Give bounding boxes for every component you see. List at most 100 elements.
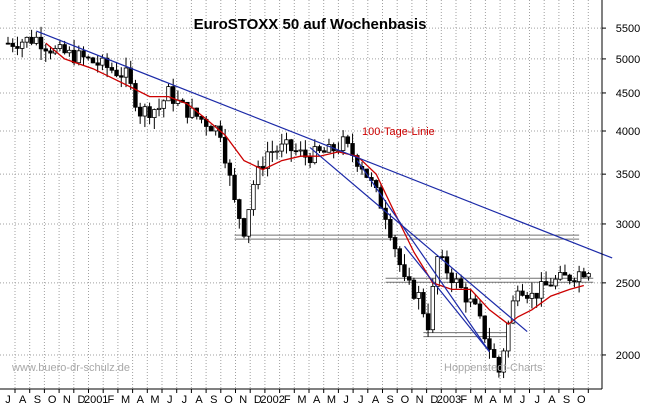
price-tick-label: 4000 (616, 126, 640, 138)
candle-body (237, 199, 242, 219)
candle-body (350, 143, 355, 156)
candle-body (534, 292, 539, 299)
candle-body (322, 150, 327, 153)
time-tick-label: D (430, 394, 438, 406)
candle-body (468, 298, 473, 303)
candle-body (576, 271, 582, 283)
candle-body (199, 115, 204, 120)
candle-body (166, 86, 171, 102)
candle-body (284, 139, 289, 145)
candle-body (104, 57, 110, 68)
candle-body (137, 106, 143, 117)
price-tick-label: 4500 (616, 88, 640, 100)
time-tick-label: J (343, 394, 349, 406)
candle-body (392, 237, 398, 250)
candle-body (227, 162, 233, 176)
candle-body (449, 272, 454, 283)
time-tick-label: J (182, 394, 188, 406)
time-tick-label: A (548, 394, 556, 406)
time-tick-label: O (48, 394, 57, 406)
candle-body (312, 146, 317, 164)
candle-body (473, 298, 478, 305)
candle-body (147, 106, 152, 118)
candle-body (109, 67, 115, 71)
candle-body (222, 136, 228, 164)
candle-body (397, 248, 402, 266)
candle-body (156, 107, 162, 110)
candle-body (567, 274, 572, 282)
time-tick-label: 2001 (84, 394, 108, 406)
candle-body (529, 292, 535, 299)
candle-body (345, 136, 351, 144)
candle-body (208, 126, 214, 132)
price-tick-label: 5500 (616, 23, 640, 35)
watermark-right: Hoppenstedt-Charts (444, 362, 543, 374)
time-tick-label: N (239, 394, 247, 406)
candle-body (10, 42, 15, 47)
candle-body (525, 294, 530, 299)
candle-body (378, 187, 384, 209)
trend-line (356, 160, 490, 353)
candle-body (307, 156, 313, 164)
candle-body (288, 139, 294, 152)
candle-body (430, 286, 435, 331)
price-tick-label: 2500 (616, 278, 640, 290)
time-tick-label: A (489, 394, 497, 406)
time-tick-label: J (520, 394, 526, 406)
candle-body (454, 278, 459, 283)
candle-body (477, 303, 483, 317)
candle-body (260, 166, 266, 170)
time-tick-label: F (284, 394, 291, 406)
time-tick-label: S (210, 394, 217, 406)
candle-body (274, 150, 280, 153)
time-tick-label: O (577, 394, 586, 406)
candlesticks (5, 26, 591, 379)
time-tick-label: D (254, 394, 262, 406)
candle-body (572, 280, 577, 283)
price-tick-label: 3500 (616, 169, 640, 181)
candle-body (411, 279, 417, 299)
candle-body (558, 272, 563, 280)
candle-body (255, 166, 261, 185)
candle-body (90, 57, 96, 64)
time-tick-label: D (78, 394, 86, 406)
candle-body (548, 284, 553, 287)
time-tick-label: A (372, 394, 380, 406)
candle-body (586, 273, 591, 278)
time-tick-label: A (195, 394, 203, 406)
candle-body (57, 44, 63, 49)
time-tick-label: M (121, 394, 130, 406)
candle-body (425, 313, 431, 331)
candle-body (142, 106, 148, 117)
candle-body (114, 69, 119, 77)
trend-lines (36, 30, 613, 353)
candle-body (416, 292, 421, 299)
candle-body (463, 287, 469, 303)
candle-body (491, 349, 497, 358)
candle-body (123, 67, 129, 78)
time-tick-label: M (474, 394, 483, 406)
candle-body (270, 151, 275, 153)
candle-body (128, 67, 133, 84)
moving-average-line (45, 42, 584, 326)
time-tick-label: O (224, 394, 233, 406)
candle-body (5, 42, 11, 45)
candle-body (317, 146, 322, 152)
price-tick-label: 2000 (616, 350, 640, 362)
candle-body (119, 75, 124, 78)
candle-body (38, 36, 44, 50)
candle-body (303, 149, 308, 158)
time-tick-label: M (327, 394, 336, 406)
candle-body (402, 264, 407, 278)
candle-body (48, 50, 53, 54)
candle-body (185, 101, 190, 118)
time-tick-label: S (34, 394, 41, 406)
trend-line (36, 30, 613, 259)
candle-body (19, 41, 25, 49)
time-tick-label: A (313, 394, 321, 406)
time-tick-label: F (460, 394, 467, 406)
candle-body (76, 50, 81, 64)
time-tick-label: S (563, 394, 570, 406)
